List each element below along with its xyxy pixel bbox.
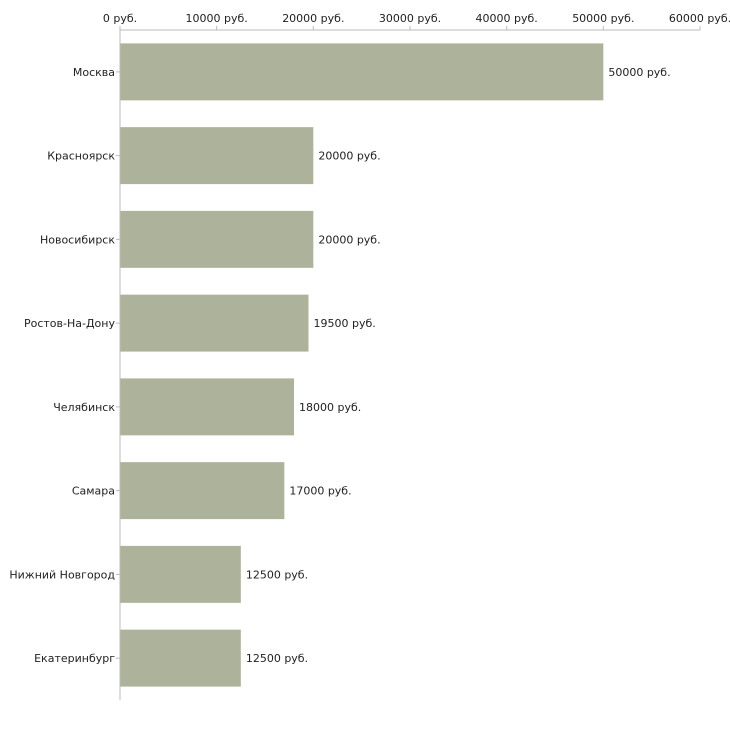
value-label-4: 18000 руб.: [299, 401, 361, 414]
category-label-5: Самара: [72, 485, 115, 498]
x-tick-label-4: 40000 руб.: [476, 12, 538, 25]
category-label-3: Ростов-На-Дону: [24, 317, 115, 330]
category-label-7: Екатеринбург: [34, 652, 115, 665]
value-label-2: 20000 руб.: [318, 233, 380, 246]
value-label-7: 12500 руб.: [246, 652, 308, 665]
category-label-1: Красноярск: [47, 150, 115, 163]
value-label-1: 20000 руб.: [318, 150, 380, 163]
value-label-0: 50000 руб.: [608, 66, 670, 79]
bar-5: [120, 462, 285, 520]
x-tick-label-2: 20000 руб.: [282, 12, 344, 25]
value-label-3: 19500 руб.: [314, 317, 376, 330]
x-tick-label-1: 10000 руб.: [186, 12, 248, 25]
x-tick-label-6: 60000 руб.: [669, 12, 730, 25]
category-label-6: Нижний Новгород: [9, 568, 115, 581]
x-tick-label-0: 0 руб.: [103, 12, 137, 25]
bar-1: [120, 127, 314, 185]
bar-3: [120, 294, 309, 352]
bar-0: [120, 43, 604, 101]
category-label-2: Новосибирск: [40, 233, 115, 246]
bar-7: [120, 629, 241, 687]
x-tick-label-5: 50000 руб.: [572, 12, 634, 25]
x-tick-label-3: 30000 руб.: [379, 12, 441, 25]
category-label-0: Москва: [73, 66, 115, 79]
value-label-6: 12500 руб.: [246, 568, 308, 581]
bar-4: [120, 378, 294, 436]
category-label-4: Челябинск: [53, 401, 115, 414]
bar-6: [120, 545, 241, 603]
value-label-5: 17000 руб.: [289, 485, 351, 498]
bar-2: [120, 210, 314, 268]
